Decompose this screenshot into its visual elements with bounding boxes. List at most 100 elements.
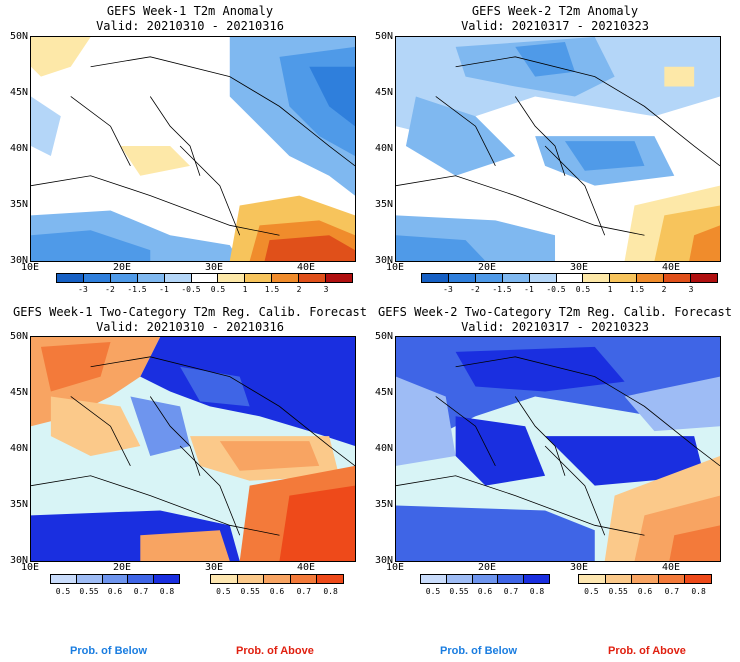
anomaly-colorbar-1 bbox=[56, 273, 353, 283]
colorbar-tick-label: 0.55 bbox=[608, 587, 628, 596]
lat-tick: 35N bbox=[374, 199, 393, 210]
lat-tick: 30N bbox=[9, 555, 28, 566]
prob-above-caption-1: Prob. of Above bbox=[236, 645, 314, 657]
lon-tick: 20E bbox=[477, 262, 497, 273]
colorbar-tick-label: 0.5 bbox=[584, 587, 599, 596]
prob-below-caption-1: Prob. of Below bbox=[70, 645, 147, 657]
colorbar-tick-label: 0.5 bbox=[216, 587, 231, 596]
prob-above-swatch bbox=[237, 575, 265, 583]
prob-above-swatch bbox=[605, 575, 633, 583]
lat-tick: 50N bbox=[9, 331, 28, 342]
colorbar-tick-label: -1 bbox=[524, 285, 534, 294]
colorbar-tick-label: 0.55 bbox=[79, 587, 99, 596]
lon-tick: 20E bbox=[112, 562, 132, 573]
colorbar-tick-label: 1 bbox=[607, 285, 613, 294]
prob-above-colorbar-2 bbox=[578, 574, 712, 584]
lon-tick: 20E bbox=[112, 262, 132, 273]
anomaly-swatch bbox=[299, 274, 327, 282]
lat-tick: 45N bbox=[374, 387, 393, 398]
prob-below-swatch bbox=[421, 575, 447, 583]
colorbar-tick-label: 1.5 bbox=[264, 285, 280, 294]
panel-1-title: GEFS Week-1 T2m Anomaly Valid: 20210310 … bbox=[5, 4, 375, 34]
prob-above-caption-2: Prob. of Above bbox=[608, 645, 686, 657]
prob-below-swatch bbox=[524, 575, 549, 583]
lat-tick: 35N bbox=[374, 499, 393, 510]
prob-below-swatch bbox=[51, 575, 77, 583]
lat-tick: 45N bbox=[9, 87, 28, 98]
prob-above-swatch bbox=[211, 575, 238, 583]
colorbar-tick-label: 0.55 bbox=[449, 587, 469, 596]
colorbar-tick-label: -1 bbox=[159, 285, 169, 294]
lon-tick: 20E bbox=[477, 562, 497, 573]
prob-above-swatch bbox=[317, 575, 343, 583]
lon-tick: 40E bbox=[296, 562, 316, 573]
anomaly-swatch bbox=[326, 274, 352, 282]
lon-tick: 30E bbox=[569, 262, 589, 273]
anomaly-swatch bbox=[556, 274, 584, 282]
prob-below-colorbar-1 bbox=[50, 574, 180, 584]
colorbar-tick-label: 0.8 bbox=[159, 587, 175, 596]
anomaly-swatch bbox=[83, 274, 111, 282]
prob-above-swatch bbox=[685, 575, 711, 583]
lon-tick: 10E bbox=[20, 262, 40, 273]
lat-tick: 45N bbox=[9, 387, 28, 398]
colorbar-tick-label: -3 bbox=[443, 285, 453, 294]
prob-above-swatch bbox=[658, 575, 686, 583]
anomaly-swatch bbox=[637, 274, 665, 282]
colorbar-tick-label: -2 bbox=[105, 285, 115, 294]
colorbar-tick-label: 0.55 bbox=[240, 587, 260, 596]
colorbar-tick-label: 1.5 bbox=[629, 285, 645, 294]
lat-tick: 50N bbox=[374, 331, 393, 342]
colorbar-tick-label: -0.5 bbox=[181, 285, 201, 294]
panel-4-title-line1: GEFS Week-2 Two-Category T2m Reg. Calib.… bbox=[377, 305, 732, 319]
lat-tick: 50N bbox=[9, 31, 28, 42]
panel-2-title-line1: GEFS Week-2 T2m Anomaly bbox=[471, 4, 639, 18]
prob-below-caption-2: Prob. of Below bbox=[440, 645, 517, 657]
panel-3-title: GEFS Week-1 Two-Category T2m Reg. Calib.… bbox=[5, 305, 375, 335]
colorbar-tick-label: 3 bbox=[323, 285, 329, 294]
anomaly-colorbar-2 bbox=[421, 273, 718, 283]
panel-1-title-line1: GEFS Week-1 T2m Anomaly bbox=[106, 4, 274, 18]
anomaly-swatch bbox=[610, 274, 638, 282]
colorbar-tick-label: -1.5 bbox=[492, 285, 512, 294]
map-week2-probability bbox=[395, 336, 721, 562]
panel-4-title: GEFS Week-2 Two-Category T2m Reg. Calib.… bbox=[370, 305, 740, 335]
lat-tick: 40N bbox=[374, 143, 393, 154]
anomaly-swatch bbox=[57, 274, 84, 282]
anomaly-swatch bbox=[272, 274, 300, 282]
colorbar-tick-label: 2 bbox=[296, 285, 302, 294]
prob-below-swatch bbox=[128, 575, 155, 583]
lon-tick: 30E bbox=[204, 562, 224, 573]
lat-tick: 40N bbox=[374, 443, 393, 454]
colorbar-tick-label: 2 bbox=[661, 285, 667, 294]
colorbar-tick-label: -2 bbox=[470, 285, 480, 294]
prob-below-swatch bbox=[76, 575, 103, 583]
anomaly-swatch bbox=[422, 274, 449, 282]
colorbar-tick-label: 0.8 bbox=[691, 587, 706, 596]
panel-4-title-line2: Valid: 20210317 - 20210323 bbox=[461, 320, 649, 334]
anomaly-swatch bbox=[110, 274, 138, 282]
lon-tick: 10E bbox=[20, 562, 40, 573]
anomaly-swatch bbox=[691, 274, 717, 282]
lon-tick: 30E bbox=[569, 562, 589, 573]
panel-2-title: GEFS Week-2 T2m Anomaly Valid: 20210317 … bbox=[370, 4, 740, 34]
panel-2-title-line2: Valid: 20210317 - 20210323 bbox=[461, 19, 649, 33]
colorbar-tick-label: -3 bbox=[78, 285, 88, 294]
colorbar-tick-label: 0.8 bbox=[529, 587, 545, 596]
prob-below-swatch bbox=[446, 575, 473, 583]
lat-tick: 35N bbox=[9, 499, 28, 510]
anomaly-swatch bbox=[475, 274, 503, 282]
colorbar-tick-label: 0.6 bbox=[269, 587, 285, 596]
colorbar-tick-label: 0.5 bbox=[210, 285, 226, 294]
anomaly-swatch bbox=[583, 274, 611, 282]
colorbar-tick-label: 3 bbox=[688, 285, 694, 294]
map-week1-probability bbox=[30, 336, 356, 562]
lon-tick: 40E bbox=[661, 562, 681, 573]
lon-tick: 30E bbox=[204, 262, 224, 273]
panel-1-title-line2: Valid: 20210310 - 20210316 bbox=[96, 19, 284, 33]
colorbar-tick-label: 0.7 bbox=[133, 587, 149, 596]
prob-above-swatch bbox=[290, 575, 318, 583]
panel-3-title-line1: GEFS Week-1 Two-Category T2m Reg. Calib.… bbox=[12, 305, 367, 319]
colorbar-tick-label: -0.5 bbox=[546, 285, 566, 294]
anomaly-swatch bbox=[448, 274, 476, 282]
